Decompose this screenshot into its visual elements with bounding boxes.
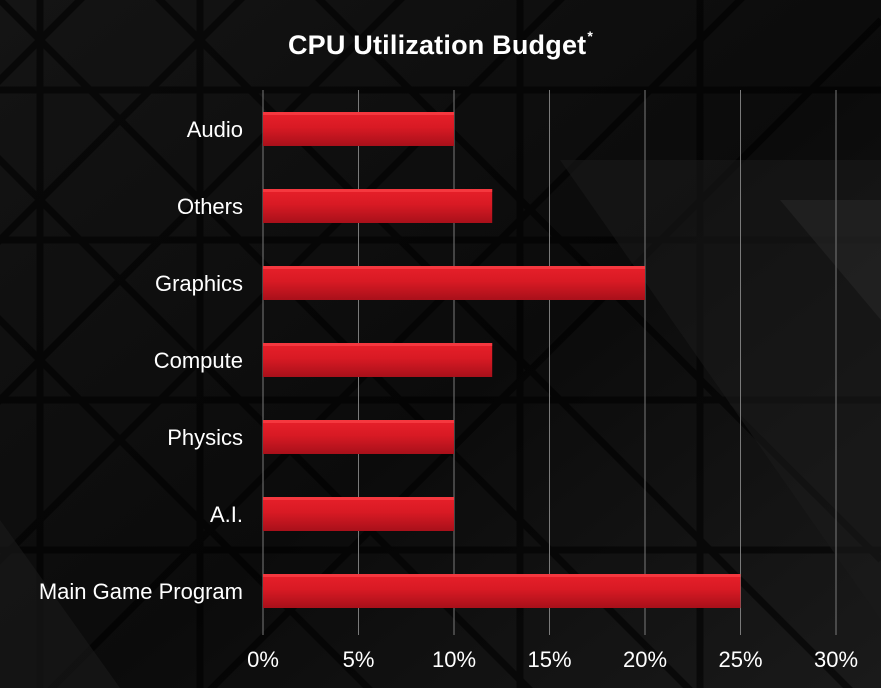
category-label: Graphics	[155, 271, 243, 296]
chart-title: CPU Utilization Budget*	[0, 28, 881, 61]
bar-highlight	[263, 343, 493, 346]
x-tick-labels: 0% 5% 10% 15% 20% 25% 30%	[247, 647, 858, 672]
x-tick-label: 5%	[343, 647, 375, 672]
bar	[263, 343, 493, 377]
bar	[263, 112, 454, 146]
bar	[263, 497, 454, 531]
category-label: Others	[177, 194, 243, 219]
chart-title-text: CPU Utilization Budget	[287, 30, 587, 60]
x-tick-label: 10%	[432, 647, 476, 672]
bar-highlight	[263, 420, 454, 423]
category-label: Audio	[187, 117, 243, 142]
bar	[263, 420, 454, 454]
bar-highlight	[263, 574, 741, 577]
category-label: Compute	[154, 348, 243, 373]
bar	[263, 189, 493, 223]
category-label: Physics	[167, 425, 243, 450]
x-tick-label: 15%	[527, 647, 571, 672]
x-tick-label: 30%	[814, 647, 858, 672]
x-tick-label: 25%	[718, 647, 762, 672]
bar	[263, 574, 741, 608]
x-tick-label: 20%	[623, 647, 667, 672]
bar	[263, 266, 645, 300]
category-label: A.I.	[210, 502, 243, 527]
bar-highlight	[263, 266, 645, 269]
category-label: Main Game Program	[39, 579, 243, 604]
bar-highlight	[263, 112, 454, 115]
category-labels: Audio Others Graphics Compute Physics A.I. Mai…	[39, 117, 243, 604]
chart-title-footnote-mark: *	[587, 28, 594, 44]
bar-highlight	[263, 497, 454, 500]
x-tick-label: 0%	[247, 647, 279, 672]
bar-highlight	[263, 189, 493, 192]
bars	[263, 112, 741, 608]
